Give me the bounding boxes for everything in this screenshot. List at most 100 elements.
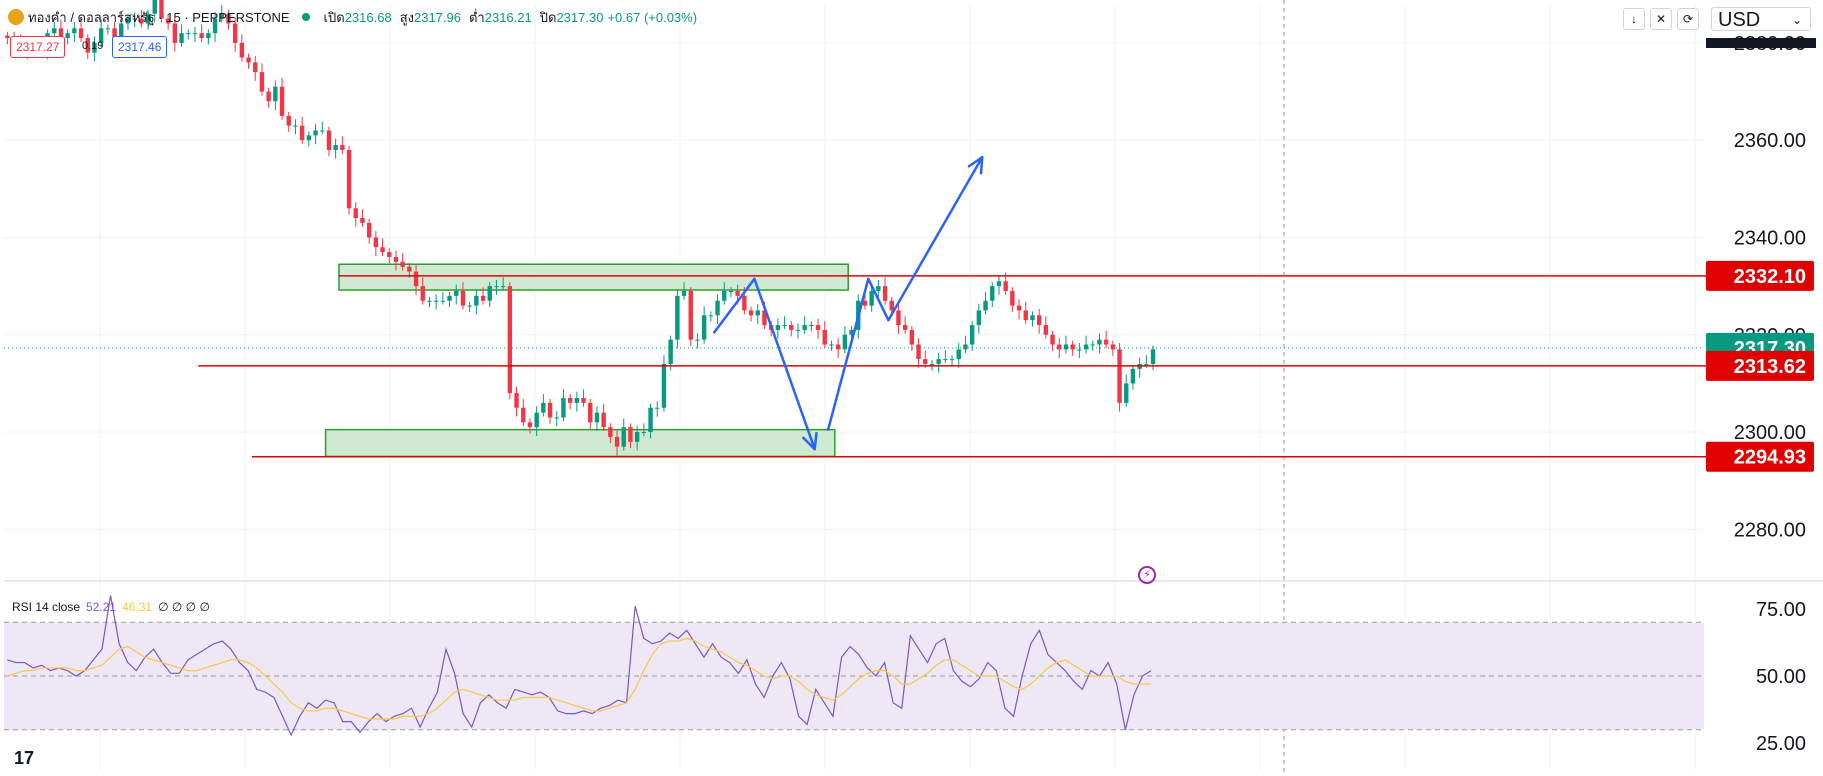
candle-body bbox=[172, 23, 178, 43]
candle-body bbox=[5, 35, 10, 39]
candle-body bbox=[433, 300, 439, 302]
candle-body bbox=[159, 0, 164, 19]
candle-body bbox=[789, 325, 794, 330]
candle-body bbox=[554, 417, 559, 419]
candle-body bbox=[862, 300, 868, 306]
arrow-head bbox=[979, 155, 984, 175]
candle-body bbox=[92, 42, 97, 53]
candle-body bbox=[206, 33, 211, 39]
candle-body bbox=[628, 427, 633, 442]
rsi-ma-line bbox=[7, 637, 1152, 720]
candle-body bbox=[78, 28, 84, 39]
candle-body bbox=[1144, 363, 1149, 365]
candle-body bbox=[561, 398, 566, 418]
candle-body bbox=[373, 237, 379, 248]
candle-body bbox=[494, 286, 499, 288]
candle-body bbox=[601, 412, 606, 428]
candle-body bbox=[125, 18, 131, 24]
candle-body bbox=[1110, 344, 1116, 350]
candle-body bbox=[1124, 383, 1129, 403]
candle-body bbox=[882, 286, 888, 301]
candle-body bbox=[1130, 368, 1136, 384]
refresh-icon[interactable]: ⟳ bbox=[1677, 8, 1699, 30]
candle-body bbox=[152, 0, 157, 14]
candle-body bbox=[447, 295, 452, 301]
tradingview-logo[interactable]: 17 bbox=[14, 748, 35, 768]
symbol-title[interactable]: ทองคำ / ดอลลาร์สหรัฐ · 15 · PEPPERSTONE bbox=[28, 9, 290, 25]
candle-body bbox=[58, 28, 64, 39]
rsi-axis[interactable]: 75.00 50.00 25.00 bbox=[1756, 599, 1806, 755]
candle-body bbox=[594, 412, 600, 423]
candle-body bbox=[849, 329, 854, 335]
candle-body bbox=[715, 300, 720, 316]
candle-body bbox=[246, 57, 251, 63]
candle-body bbox=[648, 407, 653, 433]
candle-body bbox=[266, 91, 271, 102]
collapse-icon[interactable]: ✕ bbox=[1650, 8, 1672, 30]
candle-body bbox=[655, 407, 660, 409]
candle-body bbox=[139, 18, 144, 24]
price-tick-label: 2280.00 bbox=[1734, 519, 1806, 541]
price-label-box bbox=[1706, 260, 1814, 291]
candle-body bbox=[681, 291, 687, 296]
candle-body bbox=[393, 256, 399, 262]
gold-logo-icon bbox=[8, 9, 24, 25]
rsi-value: 52.21 bbox=[86, 600, 117, 614]
candle-body bbox=[541, 402, 546, 413]
candle-body bbox=[809, 325, 814, 327]
spread-value: 0.19 bbox=[82, 40, 104, 52]
candle-body bbox=[353, 208, 358, 219]
candle-body bbox=[306, 135, 312, 141]
candle-body bbox=[165, 18, 171, 24]
candle-body bbox=[755, 310, 760, 316]
rsi-header[interactable]: RSI 14 close 52.21 46.31 ∅ ∅ ∅ ∅ bbox=[12, 600, 210, 614]
price-axis[interactable]: 2380.002360.002340.002320.002300.002280.… bbox=[1706, 33, 1816, 541]
currency-select[interactable]: USD ⌄ bbox=[1711, 7, 1811, 31]
projection-arrow[interactable] bbox=[712, 155, 984, 451]
arrow-head bbox=[813, 431, 818, 451]
rsi-plot bbox=[7, 595, 1152, 737]
candle-body bbox=[708, 315, 714, 317]
candle-body bbox=[1070, 344, 1075, 350]
projection-segment bbox=[712, 277, 756, 334]
rsi-line bbox=[7, 595, 1152, 737]
price-label-text: 2332.10 bbox=[1734, 266, 1806, 288]
price-tick-label: 2300.00 bbox=[1734, 422, 1806, 444]
candle-body bbox=[1083, 344, 1089, 350]
candle-body bbox=[467, 305, 472, 307]
candle-body bbox=[1003, 281, 1008, 291]
projection-segment bbox=[887, 155, 984, 322]
price-tick-label: 2360.00 bbox=[1734, 130, 1806, 152]
rsi-ma-value: 46.31 bbox=[122, 600, 153, 614]
candle-body bbox=[487, 286, 492, 301]
candle-body bbox=[728, 291, 734, 292]
horizontal-lines[interactable] bbox=[198, 275, 1764, 458]
currency-value: USD bbox=[1718, 9, 1761, 31]
candle-body bbox=[179, 33, 184, 43]
grid-lines bbox=[4, 0, 1823, 776]
flash-icon[interactable]: ⚡ bbox=[1138, 566, 1156, 584]
candle-body bbox=[829, 344, 834, 346]
rsi-tick-label: 75.00 bbox=[1756, 599, 1806, 621]
candle-body bbox=[547, 402, 553, 418]
sell-button[interactable]: 2317.27 bbox=[10, 36, 66, 58]
candle-body bbox=[929, 363, 935, 365]
candle-body bbox=[815, 325, 821, 330]
candle-body bbox=[889, 300, 894, 311]
change-value: +0.67 (+0.03%) bbox=[607, 9, 698, 25]
buy-button[interactable]: 2317.46 bbox=[112, 36, 168, 58]
candle-body bbox=[842, 334, 848, 350]
arrow-head bbox=[967, 155, 984, 168]
candle-body bbox=[835, 344, 841, 350]
arrow-down-icon[interactable]: ↓ bbox=[1623, 8, 1645, 30]
candle-body bbox=[333, 145, 338, 150]
price-label-text: 2294.93 bbox=[1734, 447, 1806, 469]
candle-body bbox=[688, 291, 693, 340]
rsi-tick-label: 50.00 bbox=[1756, 666, 1806, 688]
candle-body bbox=[1103, 339, 1109, 345]
candle-body bbox=[360, 218, 365, 223]
candle-body bbox=[145, 13, 151, 24]
candle-body bbox=[85, 38, 90, 53]
